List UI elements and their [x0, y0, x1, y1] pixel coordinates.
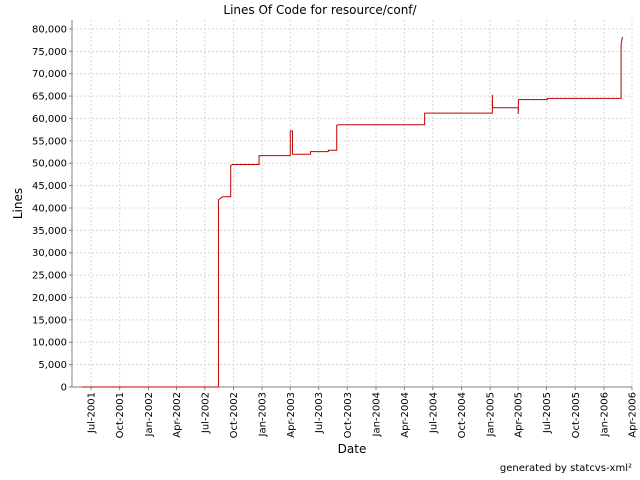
y-tick-label: 30,000 — [32, 248, 67, 259]
y-axis-label: Lines — [11, 188, 25, 219]
y-tick-label: 45,000 — [32, 181, 67, 192]
x-tick-label: Apr-2006 — [628, 392, 639, 438]
x-axis-label: Date — [338, 442, 367, 456]
y-tick-label: 75,000 — [32, 47, 67, 58]
x-tick-label: Jul-2002 — [200, 392, 211, 434]
x-tick-label: Jan-2002 — [144, 392, 155, 437]
y-axis-ticks: 0 5,000 10,000 15,000 20,000 25,000 30,000 35,0… — [32, 24, 72, 394]
y-tick-label: 5,000 — [38, 360, 67, 371]
y-tick-label: 10,000 — [32, 338, 67, 349]
chart-title: Lines Of Code for resource/conf/ — [223, 3, 417, 17]
y-tick-label: 25,000 — [32, 271, 67, 282]
y-tick-label: 35,000 — [32, 226, 67, 237]
series-group — [81, 36, 624, 388]
y-tick-label: 0 — [61, 383, 67, 394]
x-tick-label: Oct-2001 — [115, 392, 126, 438]
x-tick-label: Apr-2004 — [400, 392, 411, 438]
y-tick-label: 50,000 — [32, 159, 67, 170]
x-tick-label: Apr-2003 — [286, 392, 297, 438]
x-tick-label: Oct-2003 — [343, 392, 354, 438]
y-tick-label: 55,000 — [32, 136, 67, 147]
x-tick-label: Oct-2002 — [229, 392, 240, 438]
y-tick-label: 80,000 — [32, 24, 67, 35]
x-tick-label: Jul-2001 — [87, 392, 98, 434]
x-tick-label: Jul-2005 — [542, 392, 553, 434]
gridlines — [72, 20, 633, 388]
x-tick-label: Apr-2002 — [172, 392, 183, 438]
x-tick-label: Oct-2004 — [457, 392, 468, 438]
x-tick-label: Jan-2005 — [486, 392, 497, 437]
x-tick-label: Jan-2003 — [258, 392, 269, 437]
generator-credit: generated by statcvs-xml² — [499, 463, 632, 474]
series-line — [81, 36, 624, 388]
y-tick-label: 15,000 — [32, 315, 67, 326]
y-tick-label: 60,000 — [32, 114, 67, 125]
x-tick-label: Apr-2005 — [514, 392, 525, 438]
x-tick-label: Oct-2005 — [571, 392, 582, 438]
y-tick-label: 70,000 — [32, 69, 67, 80]
x-tick-label: Jul-2003 — [314, 392, 325, 434]
x-tick-label: Jan-2006 — [599, 392, 610, 437]
x-axis-ticks: Jul-2001 Oct-2001 Jan-2002 Apr-2002 Jul-2002… — [87, 387, 639, 438]
x-tick-label: Jul-2004 — [428, 392, 439, 434]
plot-area — [72, 20, 632, 387]
x-tick-label: Jan-2004 — [372, 392, 383, 437]
y-tick-label: 65,000 — [32, 92, 67, 103]
y-tick-label: 40,000 — [32, 203, 67, 214]
y-tick-label: 20,000 — [32, 293, 67, 304]
